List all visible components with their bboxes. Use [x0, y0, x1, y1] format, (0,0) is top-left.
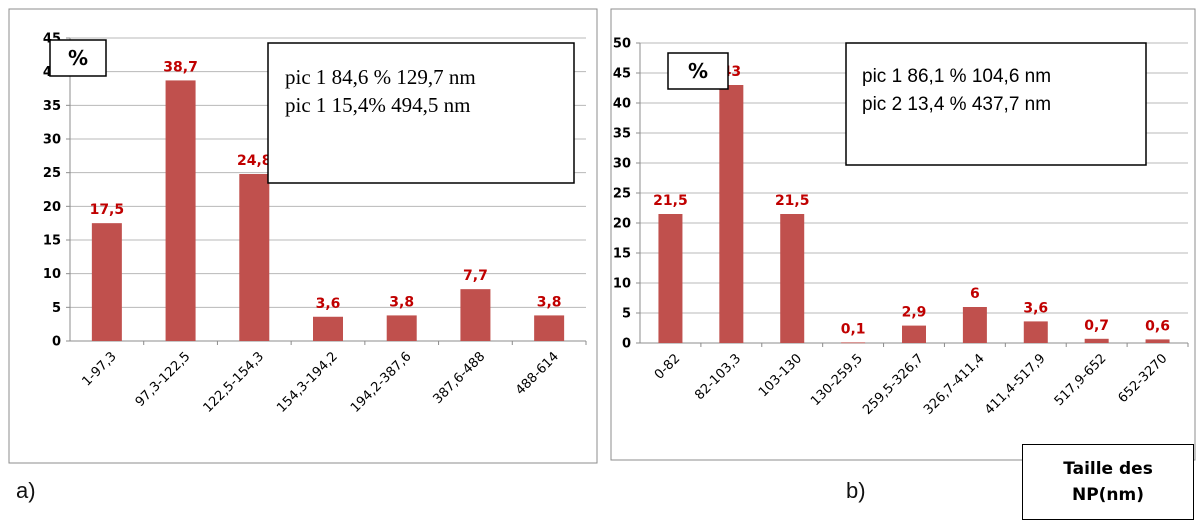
annotation-line: pic 1 86,1 % 104,6 nm: [862, 66, 1051, 87]
annotation-line: pic 2 13,4 % 437,7 nm: [862, 94, 1051, 115]
bar: [719, 85, 744, 343]
annotation-box: [845, 42, 1147, 166]
bar: [239, 174, 270, 341]
y-tick-label: 20: [613, 217, 631, 232]
data-label: 3,6: [316, 296, 341, 312]
y-tick-label: 0: [622, 337, 631, 352]
data-label: 0,7: [1084, 318, 1109, 334]
y-label-box: [667, 52, 729, 90]
panel-label-b: b): [846, 478, 866, 503]
data-label: 0,6: [1145, 318, 1170, 334]
y-tick-label: 15: [43, 234, 61, 249]
y-tick-label: 20: [43, 200, 61, 215]
data-label: 38,7: [163, 59, 198, 75]
data-label: 3,6: [1023, 300, 1048, 316]
y-tick-label: 35: [613, 127, 631, 142]
data-label: 17,5: [90, 202, 125, 218]
data-label: 21,5: [653, 193, 688, 209]
data-label: 0,1: [841, 321, 866, 337]
y-tick-label: 10: [613, 277, 631, 292]
y-tick-label: 5: [622, 307, 631, 322]
panel-label-a: a): [16, 478, 36, 503]
data-label: 7,7: [463, 268, 488, 284]
y-tick-label: 25: [613, 187, 631, 202]
x-unit-line-1: Taille des: [1063, 459, 1153, 479]
bar: [386, 315, 417, 341]
bar: [780, 214, 805, 343]
bar: [91, 223, 122, 341]
data-label: 2,9: [902, 305, 927, 321]
y-tick-label: 50: [613, 37, 631, 52]
x-unit-box: Taille des NP(nm): [1022, 444, 1194, 520]
y-tick-label: 30: [613, 157, 631, 172]
y-tick-label: 35: [43, 99, 61, 114]
annotation-line: pic 1 15,4% 494,5 nm: [285, 93, 470, 117]
bar: [1084, 338, 1109, 343]
bar: [1145, 339, 1170, 343]
y-tick-label: 25: [43, 166, 61, 181]
data-label: 24,8: [237, 153, 272, 169]
y-axis-label: %: [68, 46, 88, 70]
bar: [313, 316, 343, 341]
y-tick-label: 40: [613, 97, 631, 112]
bar: [902, 325, 926, 343]
bar: [1023, 321, 1048, 343]
y-label-box: [49, 39, 107, 77]
bar: [534, 315, 565, 341]
data-label: 3,8: [537, 294, 562, 310]
y-tick-label: 15: [613, 247, 631, 262]
chart-a: 05101520253035404517,51-97,338,797,3-122…: [8, 8, 598, 464]
chart-b: 0510152025303540455021,50-824382-103,321…: [610, 8, 1196, 461]
y-tick-label: 30: [43, 133, 61, 148]
annotation-line: pic 1 84,6 % 129,7 nm: [285, 65, 476, 89]
x-unit-line-2: NP(nm): [1071, 485, 1145, 505]
bar: [460, 289, 491, 341]
data-label: 21,5: [775, 193, 810, 209]
bar: [962, 307, 987, 343]
y-tick-label: 45: [613, 67, 631, 82]
bar: [841, 342, 866, 344]
annotation-box: [267, 42, 575, 184]
bar: [658, 214, 683, 343]
data-label: 3,8: [389, 294, 414, 310]
y-tick-label: 10: [43, 267, 61, 282]
data-label: 6: [970, 286, 980, 302]
y-tick-label: 5: [52, 301, 61, 316]
bar: [165, 80, 196, 342]
y-tick-label: 0: [52, 335, 61, 350]
y-axis-label: %: [688, 59, 708, 83]
